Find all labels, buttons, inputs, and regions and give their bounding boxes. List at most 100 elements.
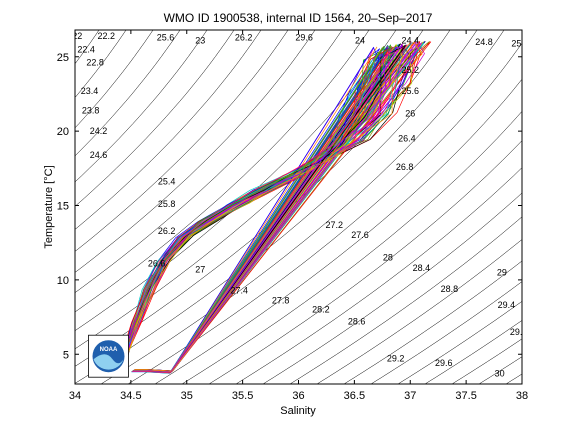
- contour-label: 27.4: [231, 285, 249, 295]
- contour-label: 22.4: [77, 44, 95, 54]
- density-contour-line: [0, 20, 25, 392]
- x-tick-label: 37.5: [455, 390, 476, 402]
- contour-label: 27.6: [351, 230, 369, 240]
- density-contour-line: [75, 30, 370, 313]
- contour-label: 29: [497, 267, 507, 277]
- contour-label: 26.4: [398, 134, 416, 144]
- contour-label: 29.6: [435, 358, 453, 368]
- contour-label: 29.4: [498, 300, 516, 310]
- density-contour-line: [75, 30, 478, 384]
- contour-label: 28.8: [441, 284, 459, 294]
- contour-label: 28.2: [312, 305, 330, 315]
- x-axis-label: Salinity: [280, 405, 316, 417]
- density-contour-line: [548, 20, 576, 392]
- y-tick-label: 20: [57, 126, 69, 138]
- density-contour-line: [75, 30, 316, 273]
- profile-line: [122, 46, 384, 373]
- density-contour-line: [127, 42, 522, 384]
- x-tick-label: 35: [181, 390, 193, 402]
- contour-label: 23.4: [81, 86, 99, 96]
- contour-label: 27.2: [326, 220, 344, 230]
- density-contour-line: [208, 140, 522, 384]
- x-tick-label: 38: [516, 390, 528, 402]
- contour-label: 26.2: [235, 32, 253, 42]
- contour-label: 25.2: [402, 65, 420, 75]
- y-tick-label: 10: [57, 275, 69, 287]
- contour-label: 29.6: [295, 32, 313, 42]
- contour-label: 22.8: [86, 58, 104, 68]
- density-contour-line: [75, 30, 181, 157]
- noaa-logo: NOAA: [88, 334, 129, 378]
- density-contour-line: [75, 30, 289, 252]
- density-contour-line: [316, 239, 522, 384]
- density-contour-line: [505, 373, 522, 384]
- y-axis-label: Temperature [°C]: [43, 165, 55, 248]
- profile-line: [123, 43, 403, 373]
- contour-label: 22: [72, 31, 82, 41]
- profile-line: [119, 48, 381, 374]
- contour-label: 26.2: [158, 226, 176, 236]
- contour-label: 29.2: [387, 354, 405, 364]
- y-axis-ticks: 5 10 15 20 25: [57, 52, 522, 361]
- profile-line: [120, 47, 394, 374]
- profile-line: [121, 47, 383, 374]
- contour-label: 29.8: [510, 327, 528, 337]
- x-tick-label: 34: [69, 390, 81, 402]
- density-contour-line: [75, 30, 262, 230]
- x-tick-label: 34.5: [120, 390, 141, 402]
- x-tick-label: 35.5: [232, 390, 253, 402]
- logo-wave: [93, 354, 124, 370]
- profile-line: [121, 47, 375, 374]
- y-tick-label: 25: [57, 52, 69, 64]
- density-contour-line: [289, 216, 522, 384]
- profile-line: [119, 46, 380, 374]
- contour-label: 24.4: [402, 35, 420, 45]
- contour-label: 24.8: [475, 37, 493, 47]
- contour-label: 25: [511, 38, 521, 48]
- contour-label: 26.8: [396, 162, 414, 172]
- contour-label: 28.6: [348, 317, 366, 327]
- contour-label: 22.2: [98, 31, 116, 41]
- profile-line: [124, 41, 423, 372]
- density-contour-line: [262, 192, 522, 384]
- density-contour-line: [75, 30, 127, 98]
- contour-label: 27: [195, 264, 205, 274]
- density-contour-line: [370, 281, 522, 384]
- profile-line: [120, 45, 386, 373]
- contour-label: 24: [355, 35, 365, 45]
- density-contours: [0, 20, 576, 392]
- y-tick-label: 5: [63, 349, 69, 361]
- contour-label: 25.4: [158, 177, 176, 187]
- profile-line: [118, 48, 384, 374]
- profile-line: [120, 46, 385, 373]
- contour-label: 26.6: [148, 259, 166, 269]
- x-tick-label: 36: [292, 390, 304, 402]
- contour-label: 30: [495, 369, 505, 379]
- y-tick-label: 15: [57, 201, 69, 213]
- contour-label: 24.6: [90, 150, 108, 160]
- density-contour-line: [424, 320, 522, 384]
- density-contour-line: [100, 30, 505, 384]
- density-contour-line: [235, 167, 522, 384]
- density-contour-line: [343, 260, 522, 384]
- x-tick-label: 37: [404, 390, 416, 402]
- contour-label: 28: [383, 253, 393, 263]
- density-contour-line: [397, 301, 522, 384]
- density-contour-line: [181, 110, 522, 384]
- contour-label: 23.8: [82, 105, 100, 115]
- contour-label: 28.4: [413, 263, 431, 273]
- logo-text: NOAA: [100, 347, 118, 353]
- contour-label: 24.2: [90, 126, 108, 136]
- density-contour-line: [154, 78, 522, 384]
- contour-label: 23: [195, 35, 205, 45]
- density-contour-line: [75, 30, 343, 293]
- profile-series: [118, 40, 432, 374]
- density-contour-line: [521, 20, 576, 392]
- profile-line: [119, 46, 378, 374]
- chart-title: WMO ID 1900538, internal ID 1564, 20–Sep…: [164, 11, 433, 25]
- contour-label: 27.8: [272, 296, 290, 306]
- x-tick-label: 36.5: [344, 390, 365, 402]
- contour-label: 25.8: [158, 199, 176, 209]
- contour-label: 25.6: [402, 86, 420, 96]
